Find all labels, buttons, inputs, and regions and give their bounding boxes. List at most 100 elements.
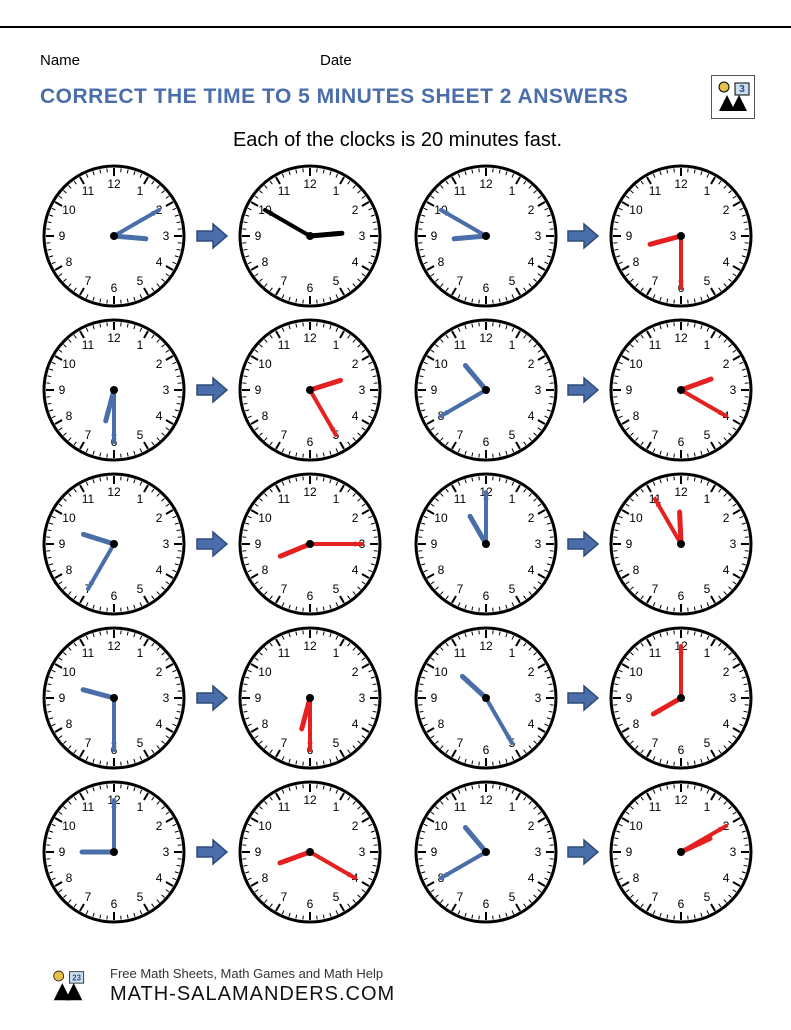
- svg-text:3: 3: [358, 691, 365, 705]
- svg-text:4: 4: [723, 255, 730, 269]
- clock-face: 123456789101112: [412, 624, 560, 772]
- arrow-icon: [195, 375, 229, 405]
- svg-text:2: 2: [351, 357, 358, 371]
- svg-text:2: 2: [527, 819, 534, 833]
- clock-grid: 123456789101112 123456789101112123456789…: [40, 162, 755, 932]
- svg-text:3: 3: [534, 845, 541, 859]
- svg-text:2: 2: [527, 203, 534, 217]
- grade-logo: 3: [711, 75, 755, 119]
- svg-text:12: 12: [674, 177, 688, 191]
- clock-face: 123456789101112: [236, 470, 384, 618]
- clock-after: 123456789101112: [607, 778, 755, 926]
- svg-text:1: 1: [332, 646, 339, 660]
- clock-before: 123456789101112: [40, 778, 188, 926]
- svg-text:4: 4: [351, 255, 358, 269]
- svg-text:2: 2: [156, 511, 163, 525]
- svg-text:9: 9: [254, 229, 261, 243]
- svg-text:8: 8: [633, 255, 640, 269]
- svg-text:7: 7: [456, 428, 463, 442]
- svg-text:3: 3: [163, 845, 170, 859]
- svg-text:7: 7: [85, 274, 92, 288]
- svg-text:4: 4: [156, 717, 163, 731]
- svg-text:4: 4: [156, 409, 163, 423]
- svg-text:10: 10: [258, 357, 272, 371]
- arrow-between: [195, 221, 229, 251]
- arrow-icon: [195, 837, 229, 867]
- svg-text:12: 12: [479, 793, 493, 807]
- arrow-icon: [566, 683, 600, 713]
- svg-text:11: 11: [649, 646, 662, 660]
- svg-text:10: 10: [258, 511, 272, 525]
- svg-text:8: 8: [437, 255, 444, 269]
- svg-text:10: 10: [62, 665, 76, 679]
- arrow-between: [566, 837, 600, 867]
- clock-face: 123456789101112: [607, 624, 755, 772]
- svg-text:10: 10: [434, 819, 448, 833]
- svg-text:11: 11: [453, 492, 466, 506]
- svg-text:10: 10: [629, 357, 643, 371]
- svg-text:9: 9: [430, 383, 437, 397]
- svg-text:6: 6: [678, 743, 685, 757]
- svg-text:8: 8: [261, 255, 268, 269]
- svg-text:10: 10: [629, 203, 643, 217]
- svg-text:12: 12: [303, 485, 317, 499]
- svg-text:3: 3: [163, 691, 170, 705]
- svg-text:9: 9: [430, 845, 437, 859]
- svg-text:4: 4: [527, 409, 534, 423]
- svg-text:3: 3: [730, 229, 737, 243]
- svg-text:8: 8: [261, 717, 268, 731]
- svg-text:11: 11: [649, 184, 662, 198]
- clock-before: 123456789101112: [40, 624, 188, 772]
- header-labels: Name Date: [40, 52, 755, 69]
- svg-text:4: 4: [723, 717, 730, 731]
- svg-text:12: 12: [674, 793, 688, 807]
- svg-text:2: 2: [723, 511, 730, 525]
- svg-text:2: 2: [156, 665, 163, 679]
- svg-text:9: 9: [626, 383, 633, 397]
- clock-face: 123456789101112: [40, 162, 188, 310]
- arrow-between: [195, 529, 229, 559]
- svg-text:9: 9: [59, 691, 66, 705]
- svg-text:9: 9: [59, 537, 66, 551]
- svg-text:2: 2: [351, 203, 358, 217]
- svg-text:1: 1: [508, 800, 515, 814]
- svg-text:9: 9: [59, 845, 66, 859]
- clock-after: 123456789101112: [607, 624, 755, 772]
- clock-face: 123456789101112: [40, 470, 188, 618]
- clock-pair: 123456789101112 123456789101112: [40, 162, 384, 310]
- clock-before: 123456789101112: [412, 470, 560, 618]
- clock-pair: 123456789101112 123456789101112: [40, 470, 384, 618]
- svg-text:6: 6: [111, 281, 118, 295]
- svg-text:1: 1: [332, 184, 339, 198]
- svg-text:8: 8: [437, 717, 444, 731]
- svg-text:12: 12: [479, 177, 493, 191]
- svg-text:7: 7: [280, 582, 287, 596]
- svg-text:5: 5: [508, 274, 515, 288]
- svg-text:9: 9: [59, 383, 66, 397]
- svg-text:5: 5: [137, 582, 144, 596]
- svg-text:6: 6: [111, 897, 118, 911]
- svg-text:10: 10: [629, 511, 643, 525]
- clock-after: 123456789101112: [236, 316, 384, 464]
- svg-text:8: 8: [66, 255, 73, 269]
- svg-text:2: 2: [527, 511, 534, 525]
- arrow-between: [566, 529, 600, 559]
- clock-pair: 123456789101112 123456789101112: [412, 316, 756, 464]
- svg-text:3: 3: [163, 537, 170, 551]
- svg-text:2: 2: [723, 357, 730, 371]
- svg-text:12: 12: [107, 485, 121, 499]
- svg-text:23: 23: [72, 973, 81, 982]
- arrow-icon: [566, 529, 600, 559]
- clock-after: 123456789101112: [607, 470, 755, 618]
- svg-text:11: 11: [82, 800, 95, 814]
- svg-text:4: 4: [527, 871, 534, 885]
- svg-text:3: 3: [730, 383, 737, 397]
- svg-text:8: 8: [66, 563, 73, 577]
- svg-text:8: 8: [261, 409, 268, 423]
- svg-text:5: 5: [704, 428, 711, 442]
- svg-text:9: 9: [626, 691, 633, 705]
- svg-text:12: 12: [674, 485, 688, 499]
- svg-text:10: 10: [258, 819, 272, 833]
- svg-text:6: 6: [306, 281, 313, 295]
- arrow-between: [195, 683, 229, 713]
